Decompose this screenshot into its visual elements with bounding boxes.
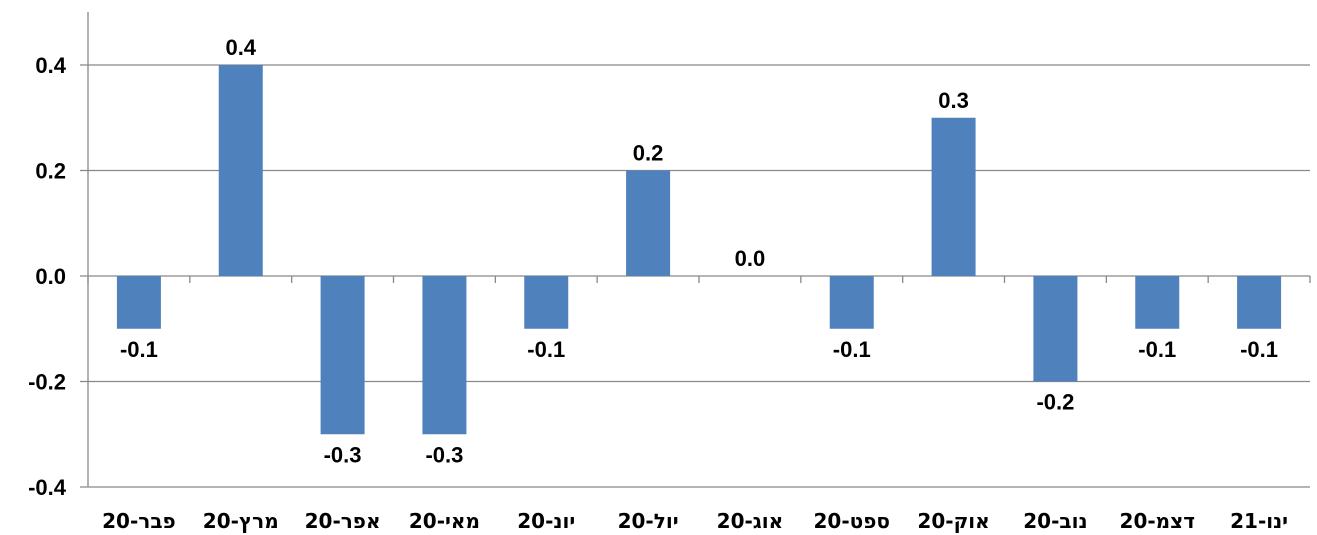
x-tick-label: דצמ-20 (1120, 509, 1195, 533)
x-tick-label: פבר-20 (102, 509, 176, 533)
x-tick-label: אוג-20 (717, 509, 784, 533)
x-tick-label: יונ-20 (517, 509, 575, 533)
bar (626, 170, 671, 276)
data-labels: -0.1 0.4 -0.3 -0.3 -0.1 0.2 0.0 -0.1 0.3 -0.2 -0.1… (120, 35, 1278, 467)
data-label: 0.3 (938, 88, 969, 113)
y-tick-label: 0.2 (35, 159, 66, 184)
gridlines (80, 64, 1310, 488)
data-label: -0.1 (527, 337, 565, 362)
data-label: 0.4 (225, 35, 256, 60)
bar (320, 276, 365, 435)
data-label: -0.1 (1240, 337, 1278, 362)
bar (422, 276, 467, 435)
bar (931, 117, 976, 276)
x-tick-label: נוב-20 (1023, 509, 1087, 533)
data-label: 0.2 (633, 141, 664, 166)
x-axis-category-labels: פבר-20 מרץ-20 אפר-20 מאי-20 יונ-20 יול-20 אוג-… (102, 509, 1288, 533)
data-label: -0.2 (1036, 390, 1074, 415)
data-label: -0.1 (833, 337, 871, 362)
bar (116, 276, 161, 329)
x-tick-label: ספט-20 (814, 509, 890, 533)
axes (87, 12, 1311, 487)
x-tick-label: אוק-20 (917, 509, 989, 533)
bar (524, 276, 569, 329)
y-tick-label: 0.4 (35, 53, 66, 78)
bar (1033, 276, 1078, 382)
x-tick-label: מרץ-20 (203, 509, 279, 533)
data-label: -0.1 (120, 337, 158, 362)
x-tick-label: ינו-21 (1230, 509, 1288, 533)
y-tick-label: 0.0 (35, 264, 66, 289)
data-label: 0.0 (735, 246, 766, 271)
bars (116, 65, 1282, 435)
y-tick-label: -0.2 (28, 370, 66, 395)
data-label: -0.3 (324, 442, 362, 467)
y-tick-label: -0.4 (28, 475, 67, 500)
bar (218, 65, 263, 276)
x-tick-label: מאי-20 (409, 509, 480, 533)
bar (1237, 276, 1282, 329)
bar (1135, 276, 1180, 329)
x-tick-label: אפר-20 (305, 509, 381, 533)
y-axis-tick-labels: 0.4 0.2 0.0 -0.2 -0.4 (28, 53, 67, 500)
data-label: -0.3 (425, 442, 463, 467)
x-tick-label: יול-20 (618, 509, 679, 533)
bar (829, 276, 874, 329)
data-label: -0.1 (1138, 337, 1176, 362)
